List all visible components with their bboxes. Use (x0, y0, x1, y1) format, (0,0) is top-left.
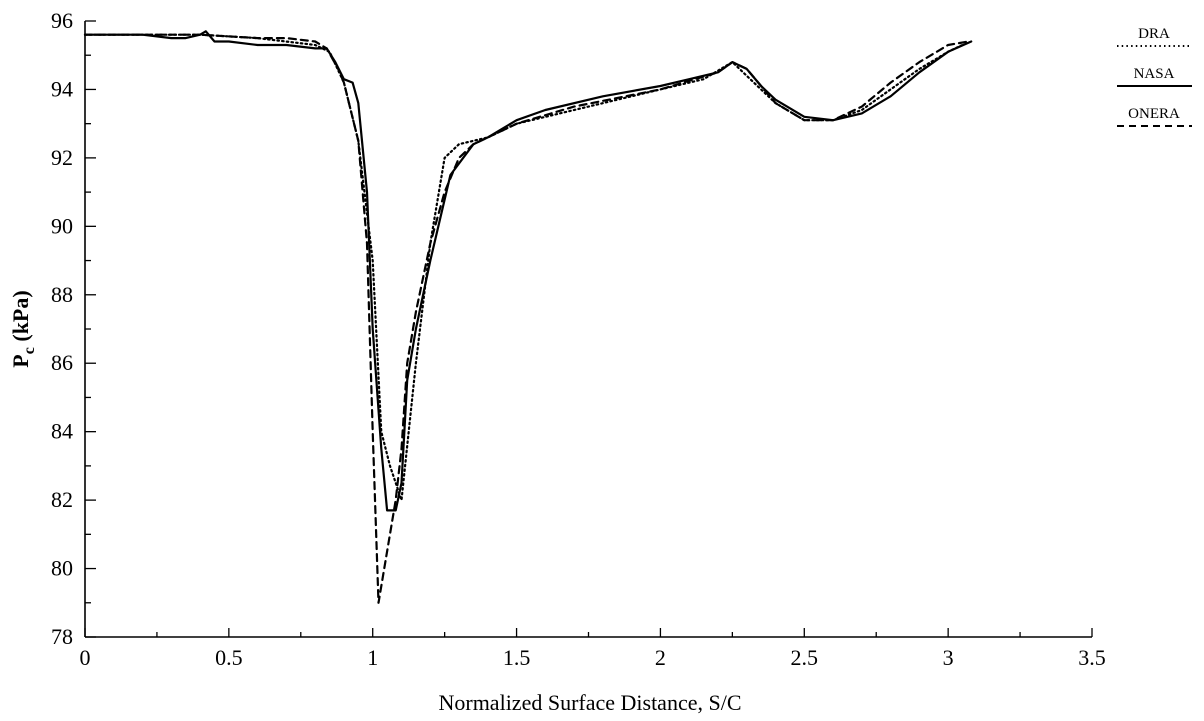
y-tick-label-78: 78 (51, 624, 73, 649)
x-tick-label-0-5: 0.5 (215, 645, 243, 670)
legend-label-dra: DRA (1138, 26, 1170, 42)
legend: DRA NASA ONERA (1117, 26, 1192, 127)
y-tick-label-86: 86 (51, 350, 73, 375)
y-tick-label-90: 90 (51, 213, 73, 238)
series-line-onera (83, 33, 970, 604)
x-axis-ticks: 0 0.5 1 1.5 2 2.5 3 3.5 (80, 628, 1106, 670)
y-tick-label-84: 84 (51, 419, 73, 444)
y-tick-label-92: 92 (51, 145, 73, 170)
series-line-dra (83, 33, 964, 502)
x-axis-title: Normalized Surface Distance, S/C (438, 690, 741, 715)
legend-label-onera: ONERA (1128, 106, 1180, 122)
x-tick-label-0: 0 (80, 645, 91, 670)
y-axis-title-rest: (kPa) (8, 290, 33, 347)
x-tick-label-3: 3 (943, 645, 954, 670)
x-tick-label-2: 2 (655, 645, 666, 670)
x-tick-label-1: 1 (367, 645, 378, 670)
x-tick-label-2-5: 2.5 (791, 645, 819, 670)
plot-area (84, 21, 1092, 638)
y-tick-label-96: 96 (51, 8, 73, 33)
y-axis-title-base: P (8, 354, 33, 367)
x-tick-label-1-5: 1.5 (503, 645, 531, 670)
series-layer (83, 30, 973, 604)
y-tick-label-80: 80 (51, 556, 73, 581)
x-tick-label-3-5: 3.5 (1078, 645, 1106, 670)
y-tick-label-88: 88 (51, 282, 73, 307)
y-axis-ticks: 78 80 82 84 86 88 90 92 94 96 (51, 8, 96, 649)
y-axis-title: Pc (kPa) (8, 290, 38, 367)
legend-label-nasa: NASA (1134, 66, 1175, 82)
y-axis-title-subscript: c (21, 347, 38, 354)
y-tick-label-82: 82 (51, 487, 73, 512)
series-line-nasa (83, 30, 973, 512)
y-tick-label-94: 94 (51, 76, 73, 101)
